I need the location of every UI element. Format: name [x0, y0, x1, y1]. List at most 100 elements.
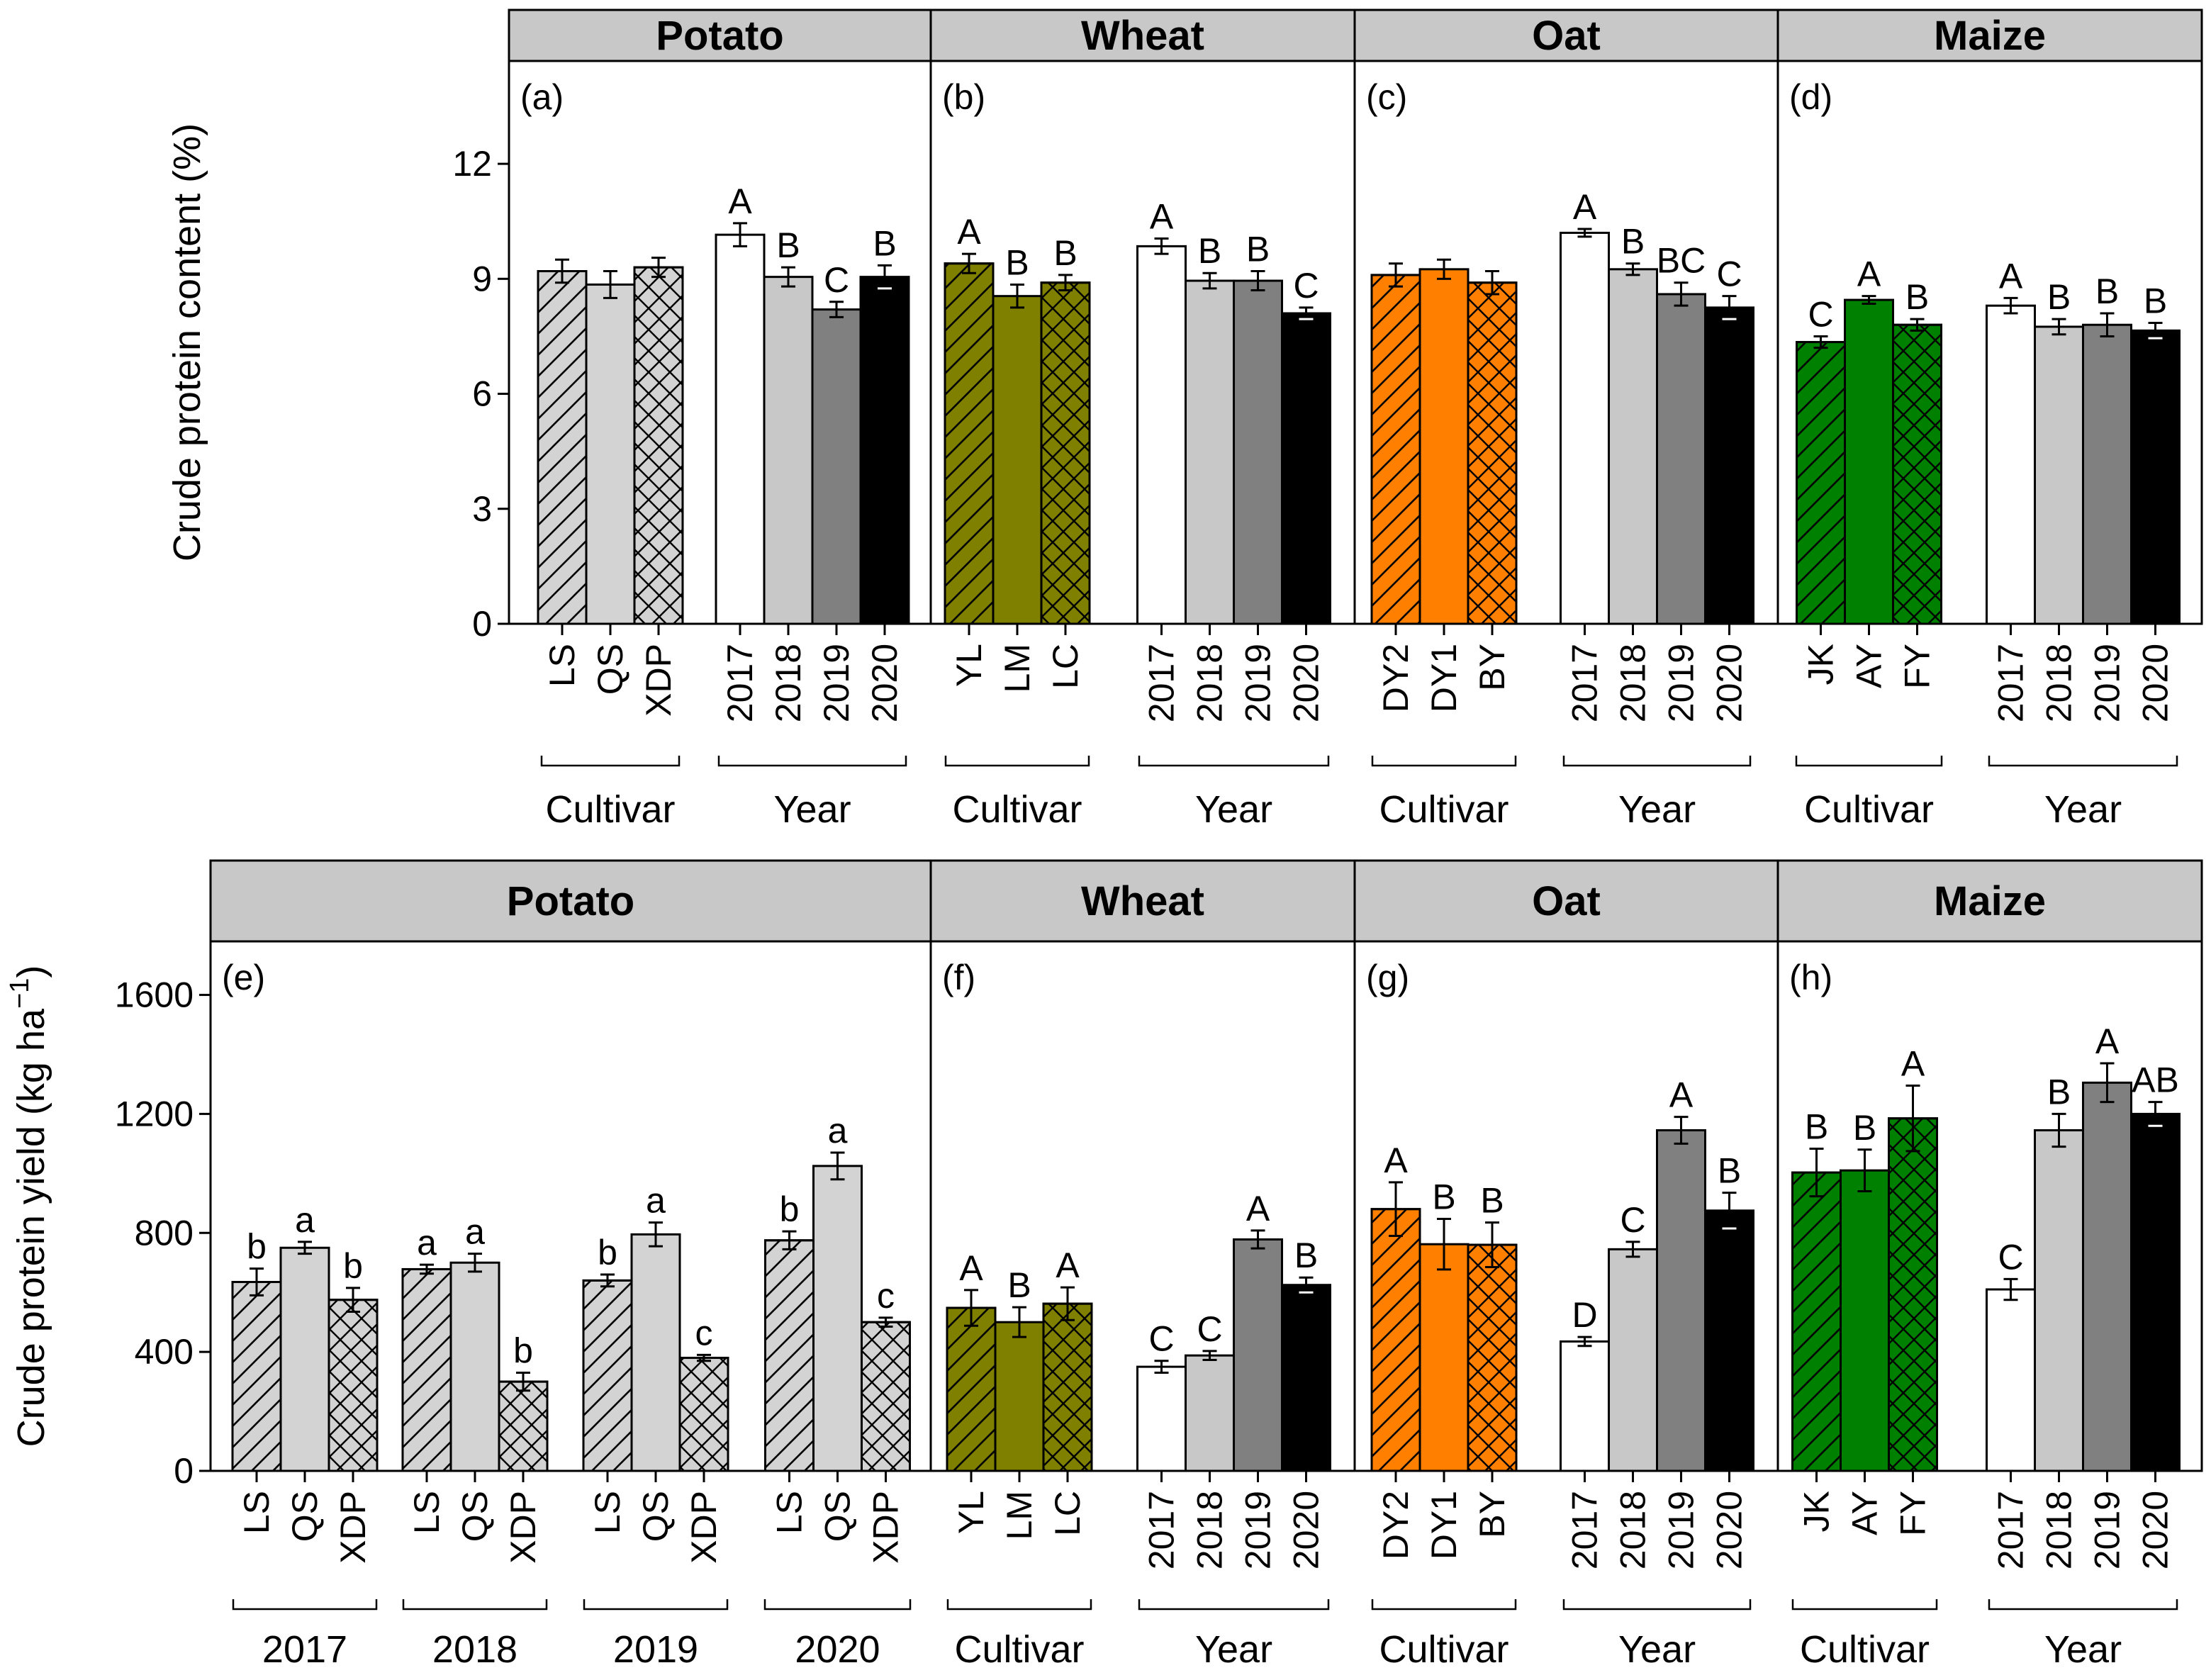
y-axis-title-main: Crude protein yield (kg ha — [10, 1008, 52, 1447]
category-label: BY — [1472, 1491, 1512, 1538]
significance-letter: C — [1197, 1309, 1222, 1349]
group-bracket — [1791, 1599, 1938, 1611]
facet-strip-label: Maize — [1934, 878, 2046, 924]
significance-letter: A — [1901, 1044, 1925, 1084]
bar — [1418, 258, 1470, 625]
bar: b — [498, 1331, 549, 1472]
category-label: 2017 — [1565, 1491, 1605, 1569]
bar: D — [1560, 1295, 1610, 1472]
bar: C — [1281, 266, 1331, 625]
significance-letter: A — [1669, 1075, 1694, 1115]
facet-strip — [1776, 859, 2203, 943]
significance-letter: A — [1857, 254, 1881, 294]
chart-1: 0 3 6 9 12 Crude protein content (%) Potato (a)… — [166, 9, 2203, 831]
y-tick-label: 6 — [472, 374, 492, 414]
bar: A — [946, 1248, 997, 1472]
bar-fill — [1608, 268, 1658, 625]
category-label: 2020 — [1710, 644, 1750, 722]
group-bracket — [1988, 756, 2178, 767]
significance-letter: AB — [2132, 1060, 2179, 1100]
bar-pattern — [944, 262, 995, 625]
bar-pattern — [1370, 1208, 1421, 1472]
category-label: BY — [1472, 644, 1512, 691]
significance-letter: B — [1718, 1151, 1741, 1191]
bar-pattern — [498, 1380, 549, 1472]
category-label: 2019 — [1238, 1491, 1278, 1569]
category-label: 2020 — [1287, 1491, 1326, 1569]
significance-letter: C — [1998, 1237, 2023, 1277]
bar: B — [2034, 1072, 2084, 1472]
bar: c — [861, 1276, 911, 1472]
group-bracket — [1371, 756, 1517, 767]
significance-letter: B — [1621, 222, 1645, 262]
significance-letter: C — [824, 260, 849, 300]
significance-letter: A — [1246, 1189, 1270, 1228]
y-tick-label: 0 — [472, 604, 492, 644]
bar — [585, 270, 636, 625]
y-tick-label: 1200 — [115, 1094, 194, 1133]
bar-fill — [859, 276, 910, 625]
bar: B — [763, 225, 814, 625]
category-label: DY1 — [1424, 644, 1464, 712]
y-tick-label: 3 — [472, 489, 492, 529]
bar — [633, 257, 684, 625]
bar: B — [1185, 231, 1235, 625]
y-tick-label: 0 — [174, 1451, 194, 1491]
significance-letter: c — [695, 1313, 713, 1353]
bar: C — [811, 260, 862, 625]
category-label: LC — [1048, 1491, 1087, 1536]
category-label: QS — [590, 644, 630, 695]
facet-strip-label: Oat — [1532, 878, 1601, 924]
bar: C — [1185, 1309, 1235, 1472]
panel-label: (e) — [222, 958, 265, 997]
y-tick-label: 800 — [135, 1213, 194, 1253]
bar: A — [2082, 1021, 2132, 1472]
significance-letter: B — [2047, 277, 2071, 317]
bar: A — [1560, 187, 1610, 625]
category-label: DY1 — [1424, 1491, 1464, 1559]
significance-letter: C — [1808, 294, 1833, 334]
bar-fill — [1656, 1129, 1706, 1472]
category-label: DY2 — [1376, 644, 1416, 712]
bar-fill — [1560, 231, 1610, 625]
group-bracket — [1562, 1599, 1752, 1611]
bar: a — [449, 1212, 500, 1472]
bar-fill — [1986, 1288, 2036, 1472]
bar-fill — [2082, 1081, 2132, 1472]
bar: B — [859, 223, 910, 625]
group-label: 2020 — [795, 1628, 880, 1671]
category-label: 2019 — [817, 644, 856, 722]
group-bracket — [1795, 756, 1943, 767]
group-label: 2019 — [613, 1628, 698, 1671]
bar: B — [2034, 277, 2084, 625]
bar-pattern — [946, 1306, 997, 1472]
significance-letter: B — [1053, 233, 1077, 273]
bar: c — [678, 1313, 729, 1472]
group-label: Cultivar — [1379, 788, 1508, 831]
group-bracket — [1371, 1599, 1517, 1611]
category-label: QS — [455, 1491, 495, 1542]
bar: B — [992, 242, 1043, 625]
bar-fill — [811, 308, 862, 625]
category-label: 2019 — [1238, 644, 1278, 722]
panel-label: (f) — [942, 958, 975, 997]
category-label: 2020 — [2136, 644, 2176, 722]
facet-strip-label: Wheat — [1081, 13, 1204, 59]
bar-pattern — [764, 1239, 815, 1472]
group-label: Year — [1618, 1628, 1696, 1671]
bar-fill — [1185, 279, 1235, 625]
group-bracket — [1138, 1599, 1330, 1611]
y-axis-title-end: ) — [10, 965, 52, 978]
category-label: 2018 — [1190, 1491, 1230, 1569]
bar: B — [2082, 271, 2132, 625]
bar: A — [1844, 254, 1894, 625]
significance-letter: B — [2095, 271, 2119, 311]
bar: b — [582, 1233, 633, 1472]
bar: B — [1704, 1151, 1754, 1472]
group-bracket — [717, 756, 907, 767]
facet-strip-label: Maize — [1934, 13, 2046, 59]
category-label: 2020 — [865, 644, 905, 722]
category-label: LM — [997, 644, 1037, 693]
significance-letter: c — [877, 1276, 895, 1316]
bar-pattern — [633, 266, 684, 625]
